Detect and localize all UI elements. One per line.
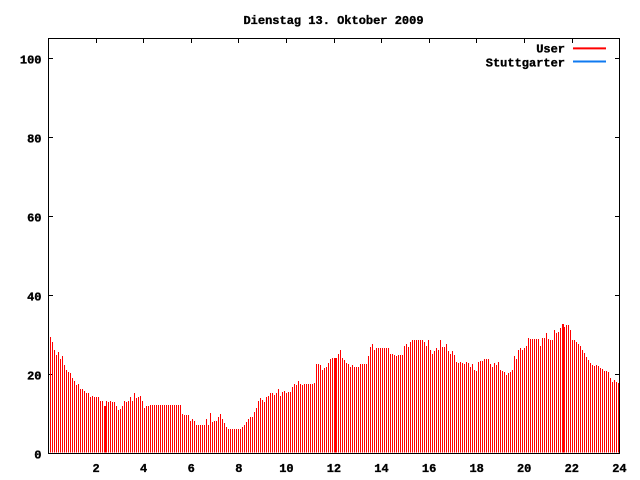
svg-text:6: 6 xyxy=(188,462,195,476)
svg-text:12: 12 xyxy=(327,462,341,476)
svg-text:20: 20 xyxy=(27,370,41,384)
svg-text:100: 100 xyxy=(20,54,42,68)
svg-text:16: 16 xyxy=(422,462,436,476)
svg-text:User: User xyxy=(536,43,565,57)
svg-text:4: 4 xyxy=(140,462,147,476)
svg-text:22: 22 xyxy=(565,462,579,476)
svg-text:0: 0 xyxy=(34,449,41,463)
svg-text:8: 8 xyxy=(235,462,242,476)
svg-text:60: 60 xyxy=(27,212,41,226)
svg-text:18: 18 xyxy=(469,462,483,476)
svg-text:2: 2 xyxy=(92,462,99,476)
svg-text:80: 80 xyxy=(27,133,41,147)
svg-text:14: 14 xyxy=(374,462,388,476)
svg-text:Dienstag 13. Oktober 2009: Dienstag 13. Oktober 2009 xyxy=(243,14,423,28)
svg-text:Stuttgarter: Stuttgarter xyxy=(486,57,565,71)
svg-text:10: 10 xyxy=(279,462,293,476)
svg-text:40: 40 xyxy=(27,291,41,305)
svg-text:20: 20 xyxy=(517,462,531,476)
svg-text:24: 24 xyxy=(612,462,626,476)
